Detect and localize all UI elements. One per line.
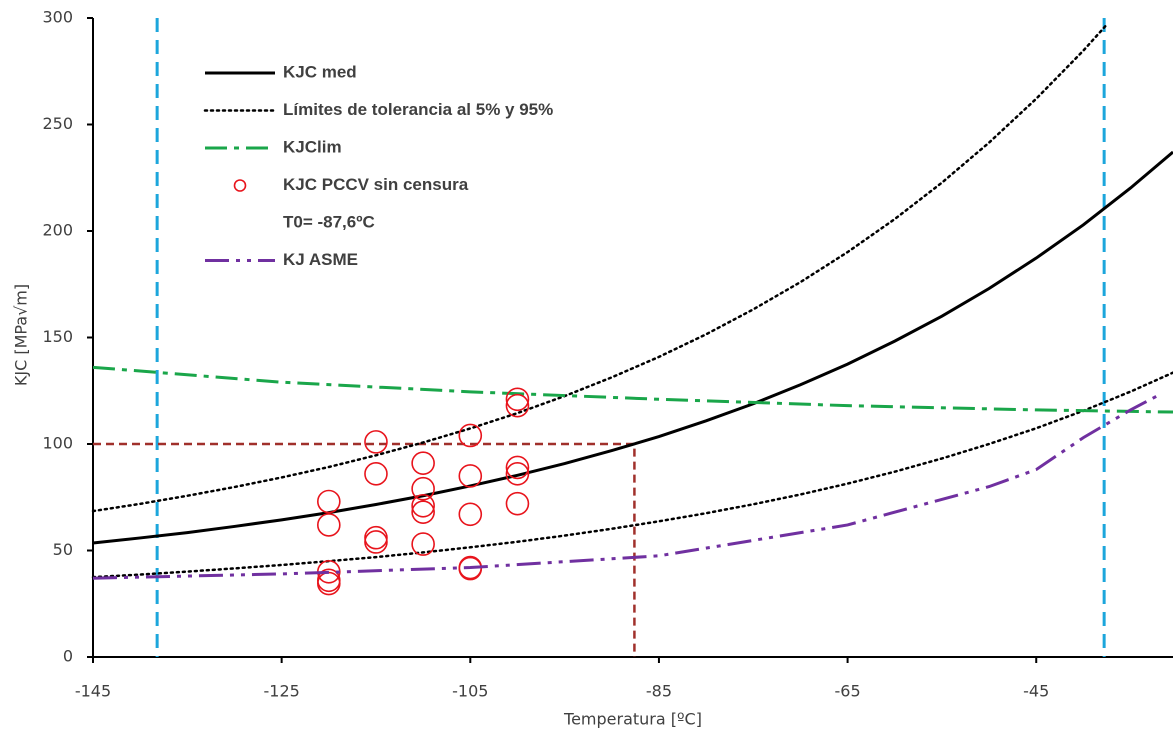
point <box>364 530 388 554</box>
line <box>92 393 1160 580</box>
legend-label: KJ ASME <box>283 250 358 269</box>
y-tick-label: 150 <box>42 327 73 346</box>
point <box>505 491 530 516</box>
point <box>458 502 483 527</box>
point <box>411 451 435 475</box>
point <box>411 500 435 524</box>
x-tick-label: -105 <box>452 682 488 701</box>
legend-label: KJClim <box>283 137 342 156</box>
point <box>505 455 530 480</box>
point <box>458 464 483 488</box>
guide-line <box>93 442 636 657</box>
legend-label: KJC med <box>283 62 357 81</box>
line <box>91 23 1109 513</box>
x-tick-label: -125 <box>263 682 299 701</box>
y-tick-label: 0 <box>63 647 73 666</box>
line <box>91 371 1173 579</box>
point <box>411 532 435 556</box>
point <box>317 489 341 514</box>
legend-label: KJC PCCV sin censura <box>283 175 469 194</box>
annotation: T0= -87,6ºC <box>283 212 375 231</box>
point <box>505 462 530 486</box>
x-tick-label: -145 <box>75 682 111 701</box>
y-tick-label: 300 <box>42 8 73 27</box>
legend-marker <box>233 179 247 192</box>
y-tick-label: 200 <box>42 221 73 240</box>
legend-label: Límites de tolerancia al 5% y 95% <box>283 100 553 119</box>
x-tick-label: -85 <box>646 682 672 701</box>
point <box>458 423 483 448</box>
x-tick-label: -45 <box>1023 682 1049 701</box>
point <box>505 393 530 418</box>
y-tick-label: 50 <box>53 540 73 559</box>
point <box>364 430 388 454</box>
y-tick-label: 250 <box>42 114 73 133</box>
point <box>411 476 435 501</box>
point <box>364 462 388 486</box>
point <box>364 525 388 550</box>
y-tick-label: 100 <box>42 434 73 453</box>
point <box>411 493 435 518</box>
line <box>92 150 1173 545</box>
x-tick-label: -65 <box>835 682 861 701</box>
point <box>458 556 483 581</box>
y-axis-title: KJC [MPa√m] <box>12 284 31 386</box>
line <box>92 365 1173 414</box>
x-axis-title: Temperatura [ºC] <box>563 710 702 729</box>
point <box>317 513 341 537</box>
point <box>505 387 530 412</box>
